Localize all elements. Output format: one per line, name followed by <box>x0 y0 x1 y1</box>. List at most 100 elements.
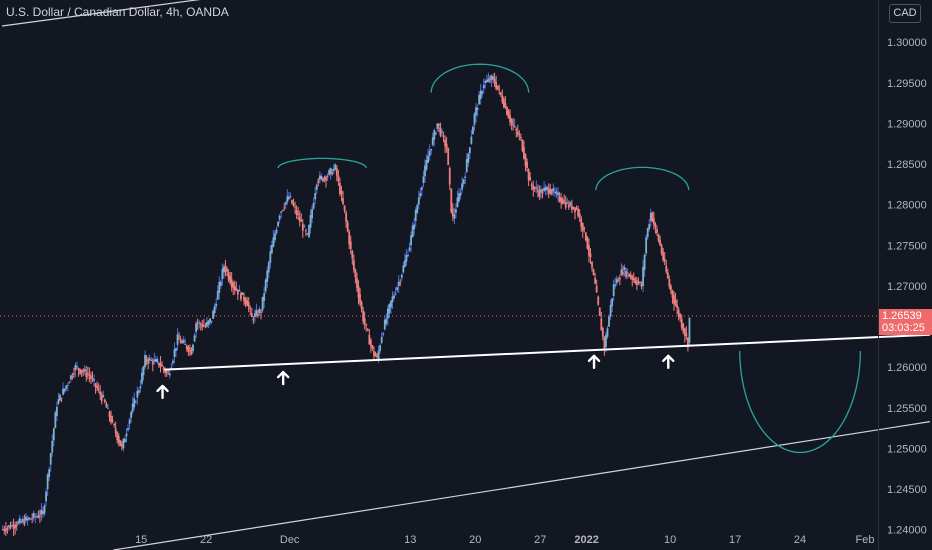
candle-body <box>291 199 293 204</box>
candle-body <box>210 320 213 322</box>
candle-body <box>671 290 674 298</box>
candle-body <box>252 318 255 321</box>
candle-body <box>377 350 380 360</box>
candle-body <box>600 318 603 331</box>
price-tick-label: 1.27500 <box>887 240 927 252</box>
candle-body <box>631 276 634 280</box>
candle-body <box>419 193 422 197</box>
candle-body <box>120 444 123 447</box>
candle-body <box>571 206 573 210</box>
price-tick-label: 1.24000 <box>887 525 927 537</box>
candle-body <box>79 369 82 374</box>
candle-body <box>465 159 468 173</box>
candle-body <box>541 191 544 194</box>
candle-body <box>359 294 361 304</box>
candle-body <box>176 334 179 345</box>
candle-body <box>289 196 292 198</box>
time-axis[interactable]: 15 22 Dec 13 20 27 2022 10 17 24 Feb <box>135 534 874 546</box>
neckline-line <box>164 333 931 371</box>
candle-body <box>450 188 453 213</box>
candle-body <box>368 334 371 345</box>
candle-body <box>156 359 159 363</box>
time-tick-label: 22 <box>200 534 212 546</box>
candle-body <box>253 313 256 318</box>
candle-body <box>21 518 24 522</box>
candle-body <box>656 229 658 234</box>
candle-body <box>88 374 91 376</box>
last-price-badge: 1.26539 03:03:25 <box>879 309 932 335</box>
candle-body <box>297 213 300 215</box>
candle-body <box>618 277 621 280</box>
candle-body <box>484 81 487 83</box>
candle-body <box>158 362 160 366</box>
candle-body <box>14 524 17 528</box>
candle-body <box>345 212 348 222</box>
candle-body <box>162 367 165 370</box>
candle-body <box>3 529 6 531</box>
candle-body <box>298 216 301 222</box>
candle-body <box>606 328 609 337</box>
candle-body <box>351 250 354 259</box>
candle-body <box>193 335 196 342</box>
candle-body <box>620 269 623 276</box>
candle-body <box>241 292 244 295</box>
candle-body <box>136 390 139 398</box>
candle-body <box>439 127 442 136</box>
candle-body <box>148 358 151 360</box>
up-arrow-icon <box>587 354 601 370</box>
candle-body <box>190 349 193 355</box>
candle-body <box>15 524 18 527</box>
currency-button[interactable]: CAD <box>889 4 921 23</box>
candle-body <box>301 223 304 231</box>
candle-body <box>685 333 688 337</box>
candle-body <box>360 302 363 310</box>
candle-body <box>476 108 479 110</box>
candle-body <box>615 278 618 284</box>
candle-body <box>652 218 655 225</box>
candle-body <box>103 399 106 403</box>
candle-body <box>308 225 310 238</box>
candle-body <box>470 136 473 144</box>
candle-body <box>569 202 572 206</box>
candle-body <box>286 196 289 203</box>
candle-body <box>167 373 170 375</box>
candle-body <box>382 333 385 335</box>
pattern-arc <box>277 157 367 169</box>
candle-body <box>632 277 635 280</box>
candle-body <box>77 368 80 371</box>
candle-body <box>380 336 383 343</box>
candle-body <box>164 369 167 373</box>
candle-body <box>523 147 525 159</box>
candle-body <box>510 119 513 124</box>
candle-body <box>349 241 352 249</box>
candle-body <box>354 269 357 278</box>
candle-body <box>102 395 105 397</box>
candle-body <box>651 212 654 222</box>
candle-body <box>407 254 409 257</box>
candles <box>1 72 691 536</box>
candle-body <box>422 176 425 184</box>
pattern-arcs[interactable] <box>277 63 862 454</box>
candle-body <box>515 128 518 131</box>
candle-body <box>489 80 491 82</box>
candle-body <box>506 107 508 115</box>
candle-body <box>434 132 437 135</box>
candle-body <box>657 234 660 241</box>
candle-body <box>141 372 143 384</box>
candle-body <box>663 258 666 262</box>
neckline[interactable] <box>164 333 931 371</box>
candle-body <box>605 334 607 347</box>
candle-body <box>413 224 416 230</box>
candle-body <box>583 227 586 229</box>
candle-body <box>51 440 54 453</box>
candle-body <box>236 289 239 295</box>
up-arrow-icon <box>662 354 675 370</box>
candle-body <box>507 111 510 119</box>
candle-body <box>168 373 171 376</box>
candle-body <box>196 322 199 324</box>
candle-body <box>322 178 324 182</box>
candle-body <box>428 150 431 156</box>
candle-body <box>393 295 395 299</box>
candle-body <box>40 509 43 515</box>
